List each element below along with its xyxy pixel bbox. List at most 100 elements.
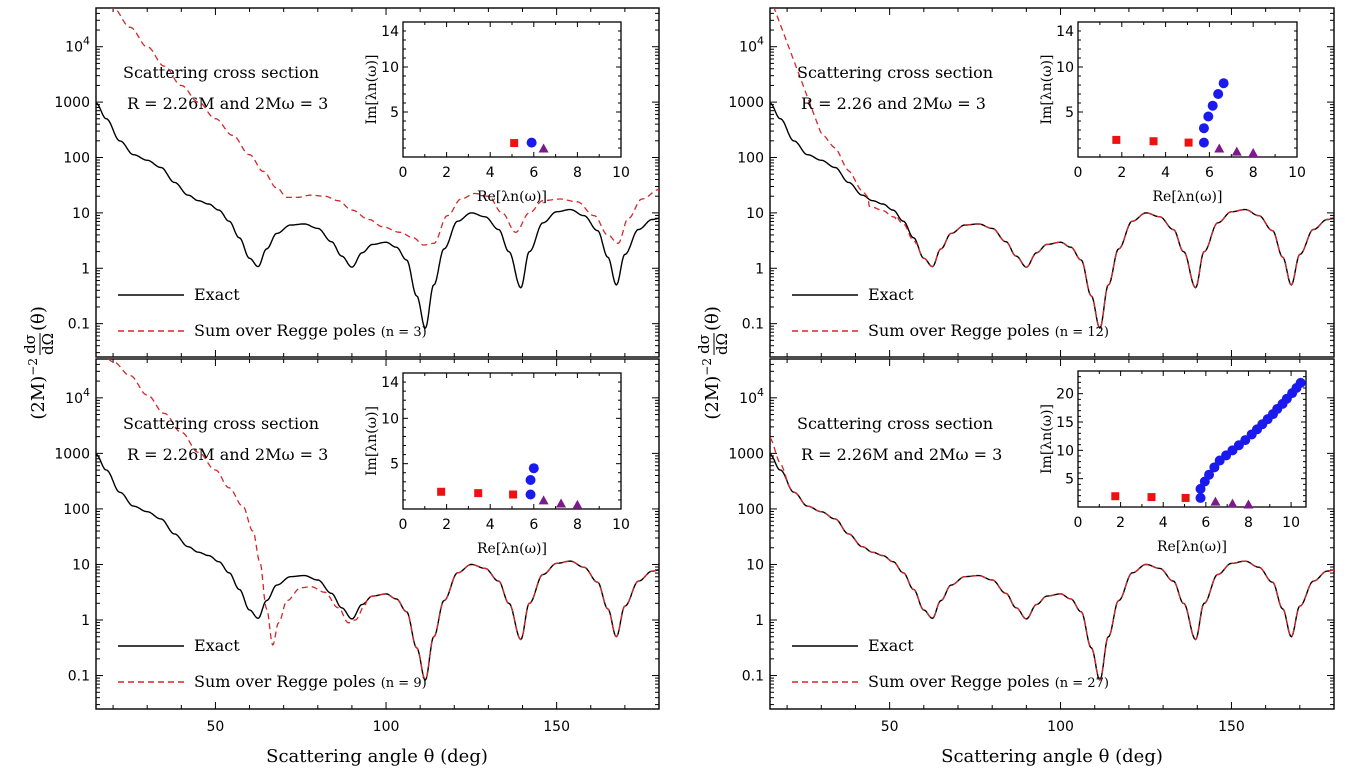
y-axis-label-right: (2M)−2 dσ dΩ (θ) [695,306,731,420]
svg-text:(2M)−2: (2M)−2 [700,358,723,420]
legend-label-regge: Sum over Regge poles (n = 9) [194,672,427,691]
inset-y-tick-label: 14 [381,375,399,391]
inset-x-tick-label: 8 [1244,515,1253,531]
inset-x-label: Re[λn(ω)] [1153,189,1223,205]
exact-curve [96,102,659,330]
svg-text:(2M)−2: (2M)−2 [26,358,49,420]
regge-pole-circle [1203,111,1214,122]
regge-pole-circle [525,489,536,500]
inset-x-tick-label: 10 [1282,515,1300,531]
regge-pole-square [1111,492,1120,501]
regge-pole-circle [1195,492,1206,503]
annotation-title: Scattering cross section [797,63,993,82]
inset-x-tick-label: 8 [573,517,582,533]
regge-pole-circle [525,474,536,485]
inset-x-tick-label: 0 [399,517,408,533]
annotation-title: Scattering cross section [797,414,993,433]
inset-y-tick-label: 5 [390,105,399,121]
regge-pole-triangle [1243,499,1254,509]
regge-pole-square [1149,137,1158,146]
inset-x-tick-label: 4 [1161,165,1170,181]
inset-y-tick-label: 5 [390,457,399,473]
annotation-title: Scattering cross section [123,63,319,82]
regge-pole-triangle [1248,147,1259,157]
inset-x-tick-label: 2 [442,517,451,533]
y-tick-label: 0.1 [742,669,764,685]
svg-text:dΩ: dΩ [713,333,731,355]
regge-sum-curve [108,359,659,681]
y-tick-label: 104 [739,35,764,56]
regge-pole-square [1181,493,1190,502]
y-tick-label: 1 [755,613,764,629]
x-tick-label: 50 [881,719,899,735]
inset-x-tick-label: 0 [399,165,408,181]
svg-text:(θ): (θ) [28,306,49,331]
regge-pole-triangle [538,143,549,153]
plot-frame [95,358,660,710]
annotation-params: R = 2.26M and 2Mω = 3 [127,94,328,113]
svg-text:dΩ: dΩ [39,333,57,355]
y-axis-label-left: (2M)−2 dσ dΩ (θ) [21,306,57,420]
legend-label-regge: Sum over Regge poles (n = 12) [868,321,1109,340]
svg-text:dσ: dσ [21,334,39,354]
plot-frame [769,7,1335,358]
legend-label-exact: Exact [194,285,240,304]
y-tick-label: 10 [746,557,764,573]
y-tick-label: 100 [737,502,764,518]
y-tick-label: 1000 [728,95,764,111]
inset-x-tick-label: 10 [1288,165,1306,181]
regge-pole-circle [1198,123,1209,134]
regge-pole-square [510,139,519,148]
inset-x-tick-label: 6 [529,517,538,533]
annotation-params: R = 2.26M and 2Mω = 3 [801,445,1002,464]
x-tick-label: 100 [1047,719,1074,735]
inset-x-tick-label: 8 [1249,165,1258,181]
x-axis-label-right: Scattering angle θ (deg) [941,746,1163,767]
y-tick-label: 104 [65,35,90,56]
inset-4: 0 2 4 6 8 10 5 10 15 20 Re[λn(ω)] Im[λn(ω)] [1039,370,1307,555]
y-tick-label: 1 [81,613,90,629]
regge-pole-circle [1195,483,1206,494]
inset-frame [402,21,622,158]
regge-pole-triangle [1227,498,1238,508]
svg-text:dσ: dσ [695,334,713,354]
inset-y-tick-label: 10 [381,411,399,427]
regge-sum-curve [110,8,659,246]
regge-pole-circle [1209,462,1220,473]
legend-label-regge: Sum over Regge poles (n = 3) [194,321,427,340]
inset-y-tick-label: 10 [381,60,399,76]
inset-x-tick-label: 6 [529,165,538,181]
regge-pole-triangle [556,498,567,508]
plot-frame [95,7,660,358]
regge-sum-curve [773,8,1334,330]
inset-x-tick-label: 6 [1205,165,1214,181]
y-tick-label: 1 [81,261,90,277]
regge-pole-circle [1218,78,1229,89]
regge-pole-circle [526,137,537,148]
regge-pole-square [474,489,483,498]
plot-frame [769,358,1335,710]
regge-pole-triangle [1231,146,1242,156]
inset-y-tick-label: 14 [1056,24,1074,40]
annotation-params: R = 2.26M and 2Mω = 3 [127,445,328,464]
y-tick-label: 10 [72,206,90,222]
x-tick-label: 150 [543,719,570,735]
x-axis-label-left: Scattering angle θ (deg) [266,746,488,767]
regge-pole-circle [1213,89,1224,99]
svg-text:(θ): (θ) [702,306,723,331]
x-tick-label: 50 [207,719,225,735]
inset-1: 0 2 4 6 8 10 5 10 14 Re[λn(ω)] Im[λn(ω)] [364,21,630,205]
inset-frame [1077,21,1298,158]
y-tick-label: 1000 [54,446,90,462]
inset-y-label: Im[λn(ω)] [364,406,380,476]
inset-frame [1077,370,1307,508]
inset-x-tick-label: 4 [486,517,495,533]
y-tick-label: 1000 [728,446,764,462]
regge-pole-circle [1207,100,1218,111]
inset-x-tick-label: 2 [442,165,451,181]
y-tick-label: 100 [63,150,90,166]
